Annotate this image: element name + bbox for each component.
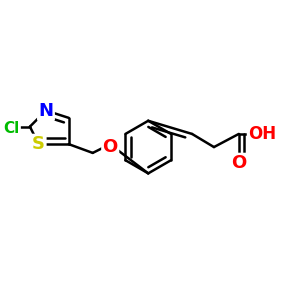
Text: S: S (32, 135, 45, 153)
Text: Cl: Cl (3, 122, 20, 136)
Text: N: N (38, 102, 53, 120)
Text: OH: OH (248, 125, 276, 143)
Text: O: O (231, 154, 246, 172)
Text: O: O (103, 138, 118, 156)
